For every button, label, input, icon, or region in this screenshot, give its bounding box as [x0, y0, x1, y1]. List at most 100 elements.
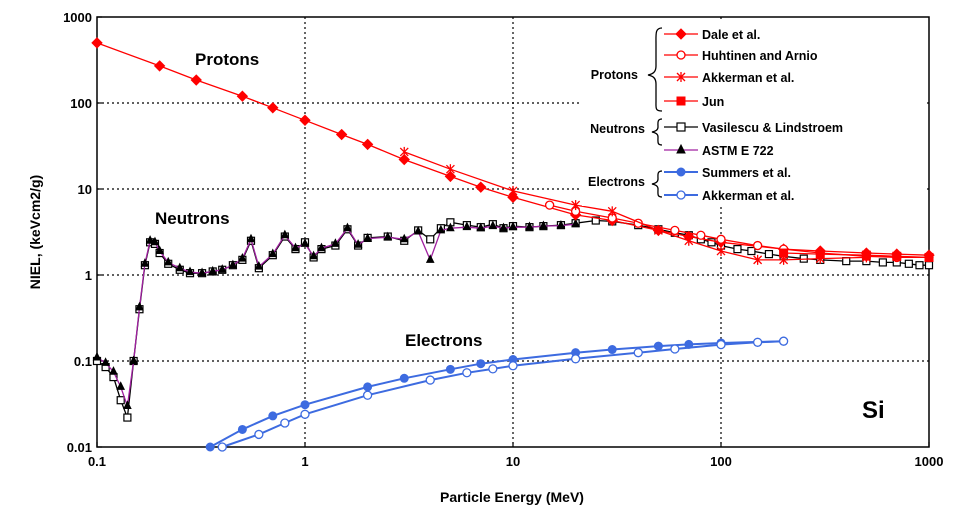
series-line [221, 340, 784, 448]
y-tick-label: 1000 [63, 10, 92, 25]
data-point [571, 218, 580, 228]
data-point [425, 375, 435, 385]
data-point [353, 239, 363, 248]
series-layer [91, 37, 935, 452]
data-point [267, 102, 279, 114]
data-point [633, 348, 643, 358]
data-point [476, 222, 486, 232]
data-point [878, 258, 887, 267]
legend-group-neutrons: Neutrons [590, 122, 645, 136]
data-point [525, 221, 534, 231]
x-tick-label: 1000 [915, 454, 944, 469]
data-point [92, 351, 102, 361]
data-point [676, 167, 686, 177]
data-point [123, 413, 132, 422]
data-point [399, 146, 409, 157]
legend-group-electrons: Electrons [588, 175, 645, 189]
data-point [291, 242, 300, 252]
legend-items: Dale et al. Huhtinen and Arnio Akkerman et… [664, 28, 843, 203]
legend-group-protons: Protons [591, 68, 638, 82]
series-neutrons-5 [92, 218, 580, 409]
data-point [591, 216, 600, 225]
x-tick-label: 1 [301, 454, 308, 469]
legend-entry: Summers et al. [664, 166, 791, 180]
data-point [254, 261, 264, 270]
data-point [361, 138, 374, 151]
data-point [778, 336, 789, 346]
legend-brace-protons [647, 27, 663, 112]
data-point [733, 245, 742, 254]
data-point [135, 301, 144, 311]
series-line [96, 223, 576, 407]
data-point [815, 249, 825, 259]
data-point [190, 74, 202, 86]
data-point [676, 72, 686, 82]
annotation-electrons: Electrons [405, 331, 482, 350]
series-electrons-7 [217, 336, 789, 452]
data-point [300, 400, 310, 410]
data-point [476, 359, 486, 369]
data-point [764, 249, 774, 259]
data-point [676, 190, 686, 200]
data-point [696, 230, 706, 240]
data-point [331, 238, 340, 247]
data-point [246, 233, 256, 243]
data-point [445, 164, 455, 175]
data-point [653, 341, 663, 351]
x-tick-label: 10 [506, 454, 520, 469]
legend-entry: Akkerman et al. [664, 71, 794, 85]
annotation-si: Si [862, 397, 885, 424]
data-point [436, 224, 446, 234]
data-point [175, 262, 185, 272]
annotation-protons: Protons [195, 50, 259, 69]
data-point [398, 153, 410, 166]
data-point [670, 225, 680, 236]
data-point [362, 390, 373, 400]
data-point [228, 259, 238, 269]
data-point [280, 418, 290, 428]
legend-label: Huhtinen and Arnio [702, 49, 818, 63]
data-point [924, 252, 934, 262]
data-point [363, 232, 372, 242]
legend: Protons Neutrons Electrons Dale et al. Hu… [582, 20, 927, 206]
data-point [280, 229, 290, 239]
data-point [752, 337, 763, 347]
legend-label: Jun [702, 95, 724, 109]
data-point [335, 128, 348, 141]
legend-entry: Akkerman et al. [664, 189, 794, 203]
data-point [185, 266, 195, 276]
data-point [237, 424, 247, 434]
data-point [539, 220, 548, 230]
y-tick-label: 10 [78, 182, 92, 197]
data-point [425, 254, 435, 263]
data-point [653, 225, 663, 236]
legend-background [582, 20, 927, 206]
data-point [488, 364, 498, 374]
data-point [475, 181, 487, 193]
legend-entry: Vasilescu & Lindstroem [664, 121, 843, 135]
x-axis: 0.1 1 10 100 1000 [88, 442, 944, 469]
data-point [155, 245, 164, 255]
data-point [716, 234, 726, 244]
series-protons-2 [399, 146, 871, 265]
data-point [300, 238, 310, 247]
data-point [445, 364, 455, 374]
series-protons-3 [779, 248, 934, 262]
data-point [499, 222, 508, 232]
data-point [254, 429, 264, 440]
data-point [101, 357, 110, 366]
data-point [556, 220, 566, 229]
data-point [507, 191, 519, 204]
data-point [446, 222, 455, 232]
data-point [924, 261, 934, 270]
legend-label: ASTM E 722 [702, 144, 774, 158]
legend-brace-neutrons [651, 118, 663, 146]
series-electrons-6 [205, 336, 789, 452]
data-point [508, 361, 518, 371]
data-point [300, 409, 310, 419]
data-point [707, 238, 716, 247]
data-point [383, 231, 393, 241]
data-point [675, 28, 687, 40]
series-line [96, 42, 930, 256]
legend-label: Akkerman et al. [702, 189, 794, 203]
